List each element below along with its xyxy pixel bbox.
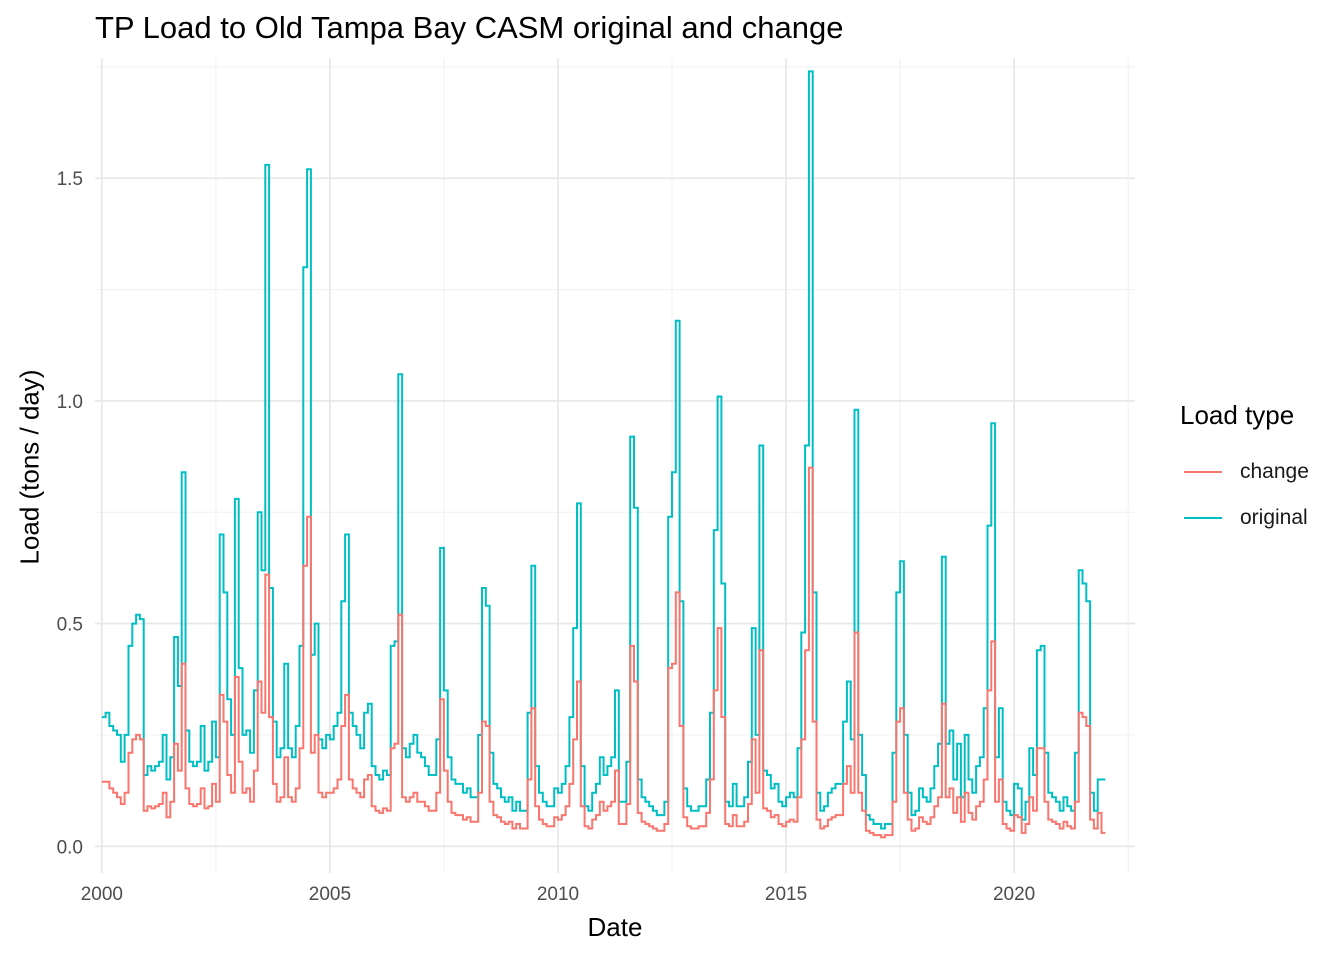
y-tick-label: 1.5 [57,169,83,190]
legend-label-original: original [1240,506,1308,529]
legend-key-change [1180,449,1226,495]
y-tick-label: 1.0 [57,392,83,413]
legend: Load type change original [1180,400,1309,541]
series-line-original [101,70,1106,830]
x-axis-ticks: 2000 2005 2010 2015 2020 [81,884,1036,905]
legend-item-change: change [1180,449,1309,495]
x-tick-label: 2000 [81,884,123,905]
series-lines [101,70,1106,839]
legend-label-change: change [1240,460,1309,483]
legend-item-original: original [1180,495,1309,541]
x-axis-label: Date [587,912,643,942]
legend-key-original [1180,495,1226,541]
series-line-change [101,466,1106,839]
y-tick-label: 0.0 [57,837,83,858]
chart-title: TP Load to Old Tampa Bay CASM original a… [95,10,844,45]
x-tick-label: 2010 [537,884,579,905]
x-tick-label: 2020 [993,884,1035,905]
x-tick-label: 2005 [309,884,351,905]
y-axis-label: Load (tons / day) [14,369,45,565]
x-tick-label: 2015 [765,884,807,905]
y-tick-label: 0.5 [57,615,83,636]
legend-title: Load type [1180,400,1295,430]
y-axis-ticks: 0.0 0.5 1.0 1.5 [57,169,83,858]
